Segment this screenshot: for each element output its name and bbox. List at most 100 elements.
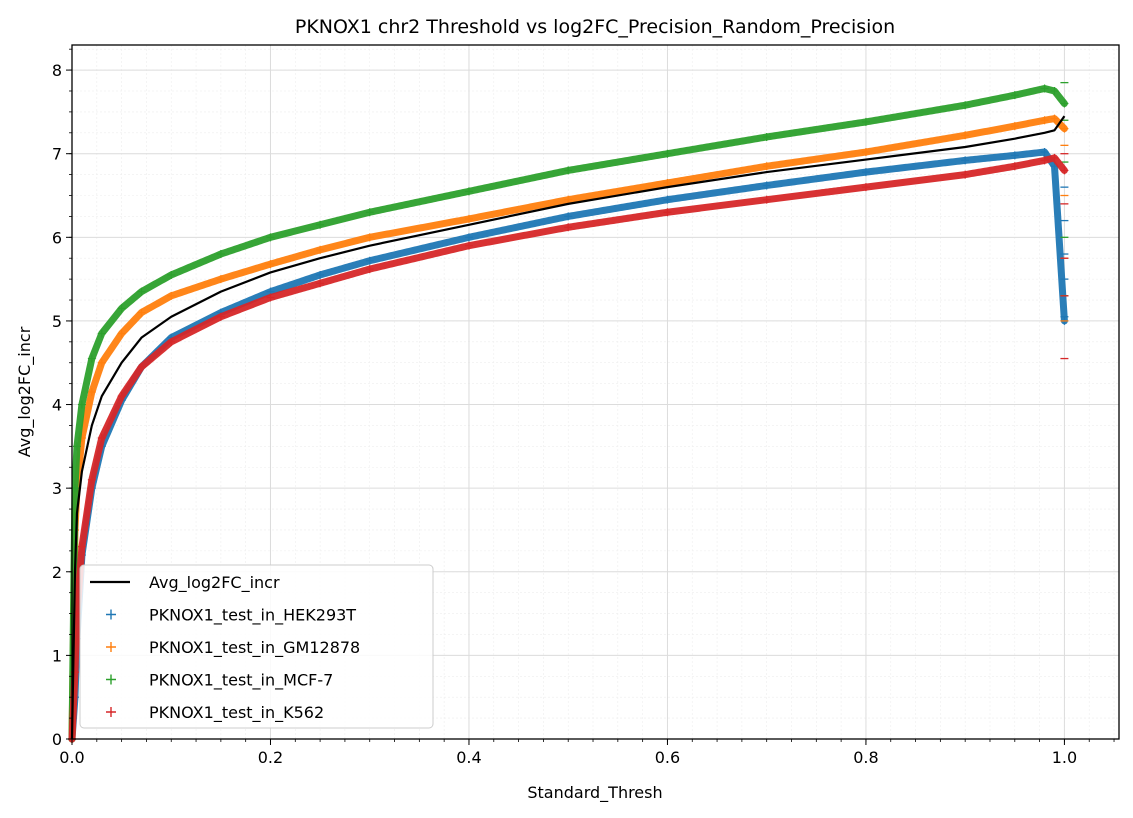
data-point xyxy=(316,245,325,254)
y-tick-label: 0 xyxy=(52,730,62,749)
data-point xyxy=(1060,166,1069,175)
data-point xyxy=(663,208,672,217)
data-point xyxy=(87,388,96,396)
data-point xyxy=(1040,156,1049,165)
plot-series xyxy=(68,81,1069,743)
x-tick-label: 1.0 xyxy=(1052,748,1077,767)
data-point xyxy=(316,279,325,288)
data-point xyxy=(97,329,106,338)
legend-label: PKNOX1_test_in_K562 xyxy=(149,703,324,723)
data-point xyxy=(861,168,870,177)
data-point xyxy=(97,433,106,442)
data-point xyxy=(365,233,374,242)
data-point xyxy=(117,329,126,338)
y-tick-label: 7 xyxy=(52,145,62,164)
data-point xyxy=(564,195,573,204)
data-point xyxy=(1040,84,1049,93)
x-tick-label: 0.0 xyxy=(59,748,84,767)
data-point xyxy=(77,400,86,409)
data-point xyxy=(266,233,275,242)
data-point xyxy=(861,117,870,126)
data-point xyxy=(87,354,96,363)
legend-label: Avg_log2FC_incr xyxy=(149,573,280,593)
data-point xyxy=(216,250,225,259)
series-PKNOX1_test_in_K562 xyxy=(68,153,1069,743)
data-point xyxy=(1050,153,1059,162)
data-point xyxy=(137,287,146,296)
x-tick-label: 0.2 xyxy=(258,748,283,767)
data-point xyxy=(216,275,225,284)
data-point xyxy=(464,214,473,223)
data-point xyxy=(1040,148,1049,157)
series-band xyxy=(68,115,1068,743)
y-axis-label: Avg_log2FC_incr xyxy=(15,326,35,457)
data-point xyxy=(564,166,573,175)
data-point xyxy=(464,241,473,250)
legend-label: PKNOX1_test_in_HEK293T xyxy=(149,606,356,626)
data-point xyxy=(1010,91,1019,100)
axis-ticks: 0.0 0.2 0.4 0.6 0.8 1.0 0 1 2 3 4 5 6 7 8 xyxy=(52,48,1115,767)
series-band xyxy=(68,84,1068,743)
legend-entry: PKNOX1_test_in_K562 xyxy=(106,703,324,723)
data-point xyxy=(564,212,573,221)
data-point xyxy=(1050,86,1059,95)
data-point xyxy=(1040,116,1049,125)
legend-swatch xyxy=(106,707,116,717)
data-point xyxy=(861,148,870,157)
y-tick-label: 1 xyxy=(52,646,62,665)
data-point xyxy=(1010,122,1019,131)
series-band xyxy=(68,148,1068,743)
data-point xyxy=(167,337,176,346)
legend-entry: PKNOX1_test_in_GM12878 xyxy=(106,638,360,658)
legend-label: PKNOX1_test_in_GM12878 xyxy=(149,638,360,658)
data-point xyxy=(365,256,374,265)
data-point xyxy=(77,542,86,551)
x-tick-label: 0.4 xyxy=(456,748,481,767)
data-point xyxy=(365,208,374,217)
data-point xyxy=(663,178,672,187)
y-tick-label: 3 xyxy=(52,479,62,498)
data-point xyxy=(663,195,672,204)
data-point xyxy=(316,220,325,229)
series-band xyxy=(68,154,1068,743)
chart-title: PKNOX1 chr2 Threshold vs log2FC_Precisio… xyxy=(295,16,895,38)
data-point xyxy=(1060,124,1069,133)
y-tick-label: 4 xyxy=(52,396,62,415)
data-point xyxy=(762,162,771,171)
data-point xyxy=(137,362,146,371)
data-point xyxy=(961,156,970,165)
data-point xyxy=(1050,114,1059,123)
y-tick-label: 2 xyxy=(52,563,62,582)
data-point xyxy=(1010,162,1019,171)
y-tick-label: 6 xyxy=(52,228,62,247)
x-tick-label: 0.6 xyxy=(655,748,680,767)
data-point xyxy=(1060,99,1069,108)
plot-frame xyxy=(71,44,1120,740)
y-tick-label: 5 xyxy=(52,312,62,331)
data-point xyxy=(72,442,81,451)
legend-swatch xyxy=(106,642,116,652)
data-point xyxy=(961,101,970,110)
legend-entry: Avg_log2FC_incr xyxy=(90,573,280,593)
data-point xyxy=(762,132,771,141)
data-point xyxy=(762,195,771,204)
data-point xyxy=(216,312,225,321)
data-point xyxy=(137,308,146,317)
data-point xyxy=(117,304,126,313)
data-point xyxy=(464,233,473,242)
legend-entry: PKNOX1_test_in_HEK293T xyxy=(106,606,356,626)
legend-swatch xyxy=(106,674,116,685)
data-point xyxy=(117,392,126,401)
data-point xyxy=(663,149,672,158)
data-point xyxy=(564,223,573,232)
data-point xyxy=(316,270,325,279)
data-point xyxy=(167,291,176,300)
data-point xyxy=(167,270,176,279)
data-point xyxy=(266,260,275,269)
data-point xyxy=(87,475,96,484)
data-point xyxy=(97,358,106,367)
legend-box xyxy=(79,564,434,729)
data-point xyxy=(1010,151,1019,160)
legend-entry: PKNOX1_test_in_MCF-7 xyxy=(106,671,333,691)
